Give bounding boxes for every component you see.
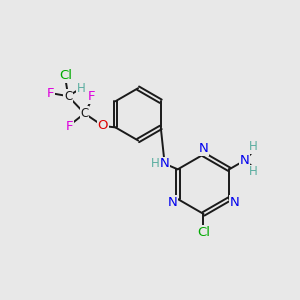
- Text: H: H: [77, 82, 86, 95]
- Text: N: N: [240, 154, 250, 167]
- Text: C: C: [64, 90, 72, 103]
- Text: F: F: [46, 87, 54, 100]
- Text: O: O: [98, 119, 108, 132]
- Text: N: N: [230, 196, 239, 208]
- Text: H: H: [249, 140, 257, 153]
- Text: Cl: Cl: [59, 70, 72, 83]
- Text: H: H: [151, 158, 160, 170]
- Text: N: N: [160, 158, 169, 170]
- Text: N: N: [199, 142, 208, 155]
- Text: F: F: [66, 120, 74, 133]
- Text: Cl: Cl: [197, 226, 210, 239]
- Text: N: N: [168, 196, 178, 208]
- Text: F: F: [87, 90, 95, 103]
- Text: H: H: [249, 165, 257, 178]
- Text: C: C: [80, 107, 89, 120]
